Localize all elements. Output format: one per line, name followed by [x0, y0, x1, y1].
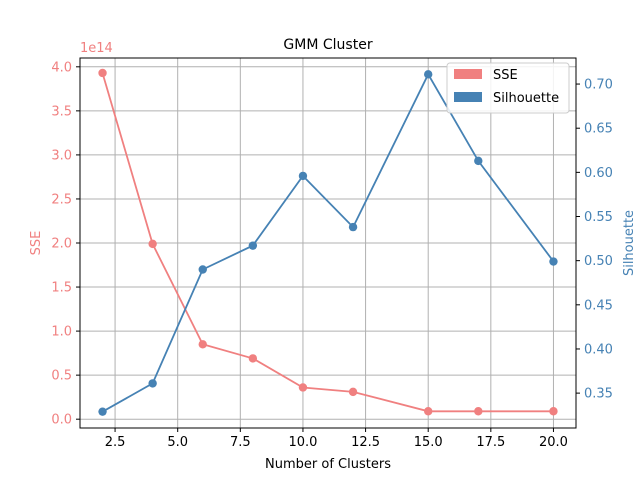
x-tick-label: 20.0 [539, 435, 568, 450]
legend-swatch-sse [454, 69, 482, 79]
y-left-tick-label: 2.5 [51, 192, 72, 207]
y-left-tick-label: 4.0 [51, 60, 72, 75]
y-left-tick-label: 3.5 [51, 104, 72, 119]
legend-swatch-silhouette [454, 92, 482, 102]
legend-label-silhouette: Silhouette [493, 91, 559, 106]
legend-label-sse: SSE [493, 68, 518, 83]
data-point-sse [148, 239, 157, 249]
data-point-silhouette [248, 241, 258, 250]
data-point-silhouette [298, 171, 308, 181]
x-axis: 2.5 5.0 7.5 10.0 12.5 15.0 17.5 20.0 [105, 428, 568, 450]
data-point-silhouette [474, 156, 483, 166]
series-layer [98, 68, 558, 416]
x-tick-label: 17.5 [476, 435, 505, 450]
data-point-silhouette [98, 407, 107, 416]
y-right-tick-label: 0.65 [584, 122, 613, 137]
y-right-tick-label: 0.40 [584, 342, 613, 357]
data-point-silhouette [198, 265, 207, 274]
y-left-tick-label: 0.5 [51, 369, 72, 384]
data-point-sse [348, 387, 358, 397]
x-tick-label: 10.0 [288, 435, 317, 450]
y-right-tick-label: 0.35 [584, 387, 613, 402]
data-point-silhouette [424, 70, 433, 79]
y-left-tick-label: 1.0 [51, 325, 72, 340]
data-point-sse [198, 340, 207, 349]
y-right-tick-label: 0.45 [584, 298, 613, 313]
data-point-silhouette [549, 257, 558, 266]
x-tick-label: 12.5 [351, 435, 380, 450]
y-right-tick-label: 0.60 [584, 166, 613, 181]
chart-title: GMM Cluster [283, 37, 372, 53]
y-left-tick-label: 0.0 [51, 413, 72, 428]
legend: SSE Silhouette [446, 62, 570, 114]
data-point-sse [248, 354, 258, 363]
y-axis-left: 0.0 0.5 1.0 1.5 2.0 2.5 3.0 3.5 4.0 [51, 60, 80, 428]
data-point-sse [549, 407, 558, 416]
grid [80, 58, 576, 428]
x-tick-label: 15.0 [414, 435, 443, 450]
data-point-silhouette [348, 222, 358, 232]
x-tick-label: 7.5 [230, 435, 251, 450]
x-tick-label: 5.0 [167, 435, 188, 450]
y-axis-left-label: SSE [29, 231, 44, 256]
y-right-tick-label: 0.50 [584, 254, 613, 269]
y-axis-right-label: Silhouette [622, 210, 637, 276]
data-point-sse [98, 68, 107, 78]
y-right-tick-label: 0.70 [584, 78, 613, 93]
y-axis-right: 0.35 0.40 0.45 0.50 0.55 0.60 0.65 0.70 [576, 78, 613, 402]
y-right-tick-label: 0.55 [584, 210, 613, 225]
x-tick-label: 2.5 [105, 435, 126, 450]
data-point-sse [424, 407, 433, 416]
x-axis-label: Number of Clusters [265, 457, 391, 472]
y-left-tick-label: 1.5 [51, 281, 72, 296]
data-point-sse [474, 407, 483, 416]
data-point-sse [298, 383, 308, 392]
y-left-tick-label: 3.0 [51, 148, 72, 163]
y-left-tick-label: 2.0 [51, 237, 72, 252]
data-point-silhouette [148, 379, 157, 388]
y-axis-left-offset: 1e14 [80, 41, 113, 56]
